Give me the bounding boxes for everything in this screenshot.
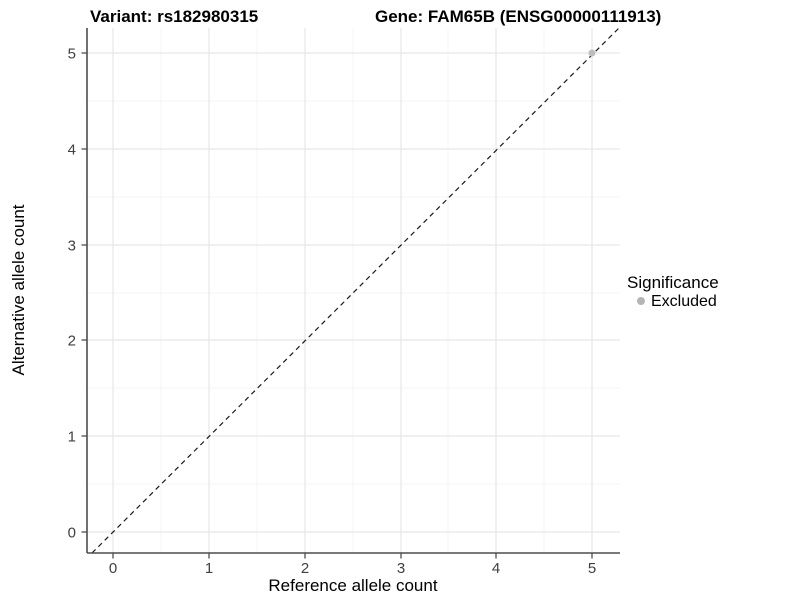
data-point-excluded: [588, 49, 596, 57]
legend-item-label: Excluded: [651, 293, 717, 310]
x-tick-1: 1: [205, 560, 213, 577]
x-axis: 0 1 2 3 4 5 Reference allele count: [87, 552, 620, 595]
y-tick-3: 3: [68, 238, 76, 255]
x-tick-5: 5: [588, 560, 596, 577]
x-tick-4: 4: [492, 560, 500, 577]
y-tick-4: 4: [68, 142, 76, 159]
y-axis: 0 1 2 3 4 5 Alternative allele count: [9, 28, 88, 553]
legend-key-circle-icon: [637, 297, 645, 305]
legend-item-excluded: Excluded: [637, 293, 717, 310]
y-tick-2: 2: [68, 333, 76, 350]
plot-panel: [87, 26, 621, 554]
x-axis-ticks: [112, 553, 593, 559]
major-gridlines: [87, 28, 620, 553]
x-tick-0: 0: [109, 560, 117, 577]
x-tick-labels: 0 1 2 3 4 5: [109, 560, 596, 577]
legend: Significance Excluded: [627, 273, 719, 310]
identity-line: [91, 26, 621, 554]
panel-background: [87, 28, 620, 553]
y-tick-0: 0: [68, 525, 76, 542]
x-tick-3: 3: [397, 560, 405, 577]
minor-gridlines: [87, 28, 620, 553]
y-axis-ticks: [81, 52, 87, 533]
legend-title: Significance: [627, 273, 719, 292]
x-axis-title: Reference allele count: [268, 576, 437, 595]
y-axis-title: Alternative allele count: [9, 204, 28, 375]
y-tick-5: 5: [68, 46, 76, 63]
x-tick-2: 2: [301, 560, 309, 577]
plot-title-variant: Variant: rs182980315: [90, 7, 258, 26]
y-tick-1: 1: [68, 429, 76, 446]
plot-title-gene: Gene: FAM65B (ENSG00000111913): [375, 7, 661, 26]
y-tick-labels: 0 1 2 3 4 5: [68, 46, 76, 542]
plot-titles: Variant: rs182980315 Gene: FAM65B (ENSG0…: [90, 7, 661, 26]
